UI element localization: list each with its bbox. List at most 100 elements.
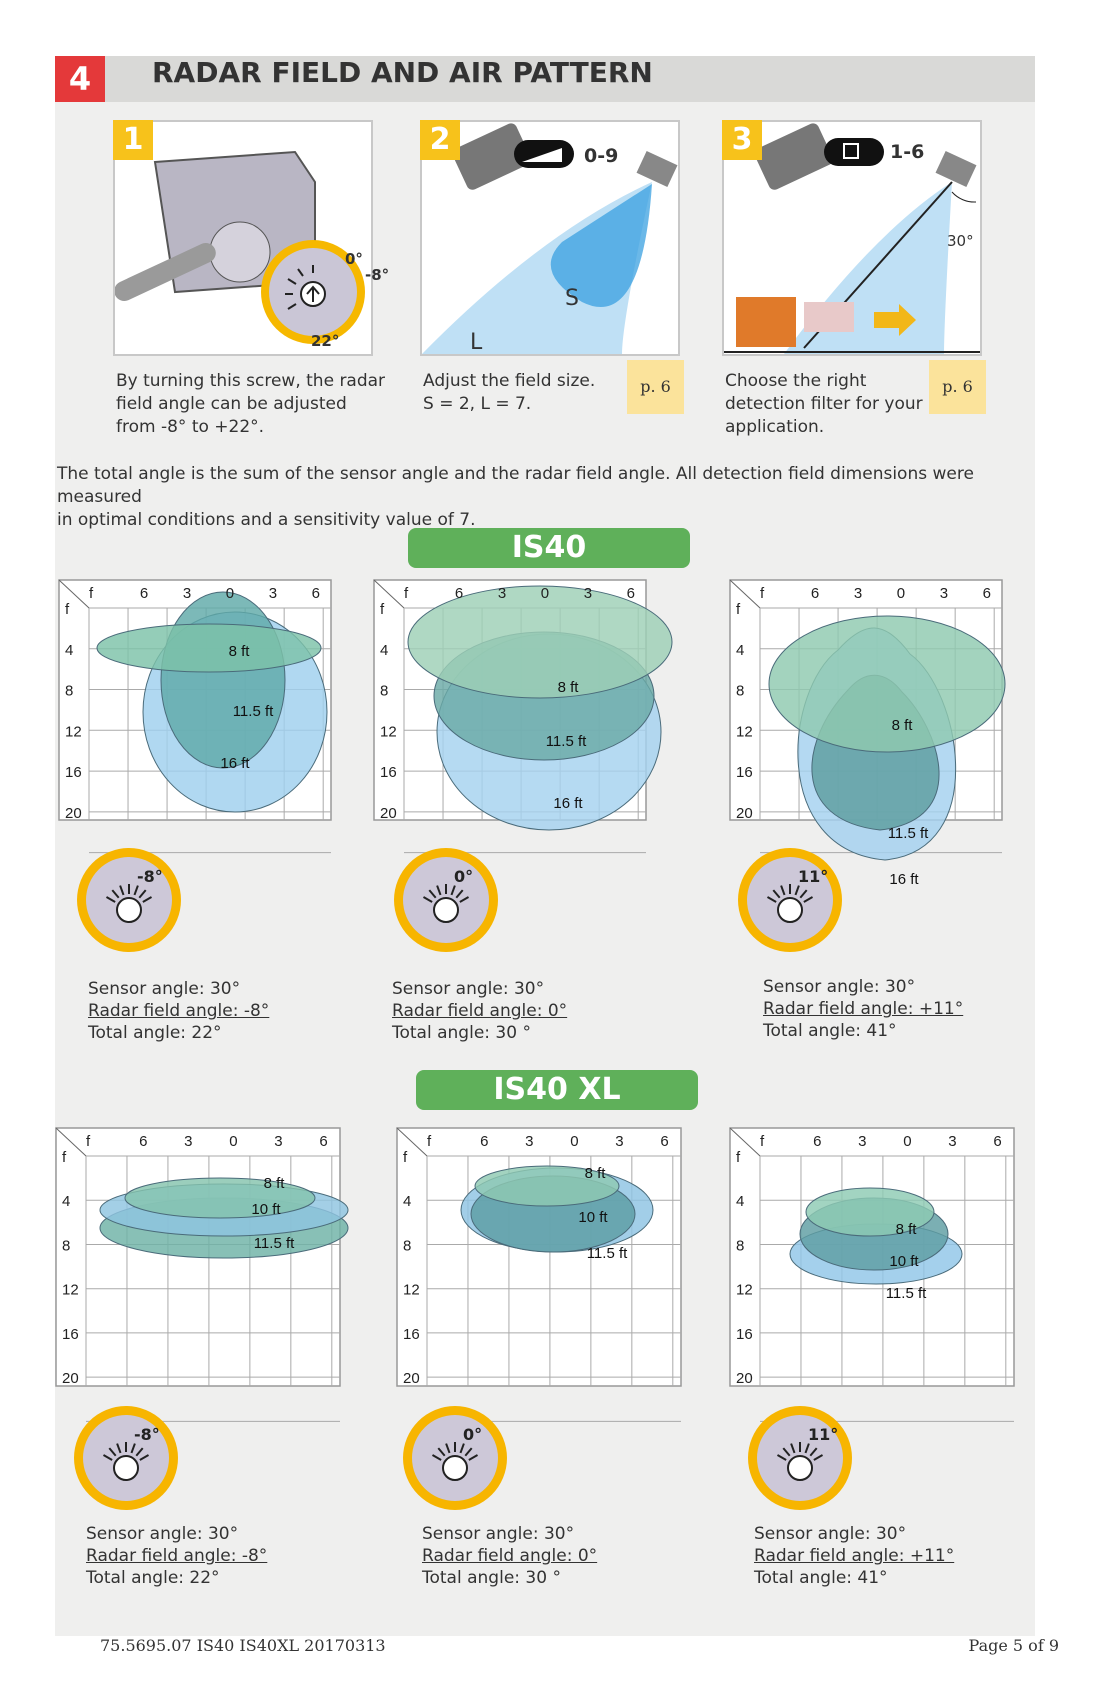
x-tick-label: 3 — [615, 1133, 623, 1150]
dial-ray — [803, 896, 814, 903]
dial-ray — [105, 896, 116, 903]
x-tick-label: f — [404, 585, 409, 602]
page-ref-step-3[interactable]: p. 6 — [929, 360, 986, 414]
detection-field-2 — [768, 615, 1006, 753]
field-chart-svg: f 6 3 0 3 6 f 4 8 12 16 20 8 ft 10 ft 11.5 ft 11° — [729, 1127, 1015, 1510]
field-size-label: 11.5 ft — [233, 703, 274, 720]
x-tick-label: 6 — [480, 1133, 488, 1150]
intro-line: The total angle is the sum of the sensor… — [57, 464, 974, 507]
field-chart-svg: f 6 3 0 3 6 f 4 8 12 16 20 8 ft 11.5 ft 16 ft 11° — [729, 579, 1006, 952]
y-tick-label: 8 — [736, 683, 744, 700]
dial-ray — [804, 1443, 810, 1454]
step-3-caption-line: application. — [725, 417, 825, 437]
dial-angle-label: 0° — [463, 1425, 482, 1444]
field-chart-svg: f 6 3 0 3 6 f 4 8 12 16 20 8 ft 10 ft 11.5 ft 0° — [396, 1127, 682, 1510]
dial-angle-label: 0° — [454, 867, 473, 886]
dial-arrow-icon — [116, 897, 142, 923]
x-tick-label: 0 — [903, 1133, 911, 1150]
y-tick-label: 16 — [736, 1326, 753, 1343]
axis-corner-line — [58, 579, 90, 609]
y-tick-label: 12 — [736, 723, 753, 740]
dial-ray — [108, 1447, 117, 1457]
x-tick-label: 0 — [570, 1133, 578, 1150]
info-is40-1: Sensor angle: 30° Radar field angle: -8°… — [88, 978, 269, 1044]
dial-ray — [111, 889, 120, 899]
total-angle-text: Total angle: 22° — [86, 1568, 220, 1588]
y-tick-label: 12 — [62, 1282, 79, 1299]
step-3-number: 3 — [722, 120, 762, 160]
field-size-label: 16 ft — [553, 795, 583, 812]
field-size-label: 8 ft — [558, 679, 580, 696]
x-tick-label: 6 — [627, 585, 635, 602]
footer-page-number: Page 5 of 9 — [968, 1636, 1059, 1655]
field-chart-svg: f 6 3 0 3 6 f 4 8 12 16 20 8 ft 11.5 ft 16 ft -8° — [58, 579, 332, 952]
sensor-angle-text: Sensor angle: 30° — [392, 979, 545, 999]
y-tick-label: f — [380, 601, 385, 618]
x-tick-label: 3 — [184, 1133, 192, 1150]
step-2-number: 2 — [420, 120, 460, 160]
x-tick-label: 3 — [948, 1133, 956, 1150]
y-tick-label: 16 — [65, 764, 82, 781]
field-chart-is40-plus11: f 6 3 0 3 6 f 4 8 12 16 20 8 ft 11.5 ft 16 ft 11° — [729, 579, 1062, 952]
step-2-caption-line: S = 2, L = 7. — [423, 394, 532, 414]
dial-arrow-icon — [442, 1455, 468, 1481]
x-tick-label: 6 — [312, 585, 320, 602]
y-tick-label: f — [736, 601, 741, 618]
dial-ray — [445, 1443, 451, 1454]
axis-corner-line — [396, 1127, 428, 1157]
x-tick-label: 6 — [983, 585, 991, 602]
dial-ray — [790, 1443, 796, 1454]
dial-ray — [116, 1443, 122, 1454]
info-is40-3: Sensor angle: 30° Radar field angle: +11… — [763, 976, 963, 1042]
step-3-caption-line: detection filter for your — [725, 394, 923, 414]
step-3-caption-line: Choose the right — [725, 371, 867, 391]
x-tick-label: 3 — [940, 585, 948, 602]
dial-angle-label: -8° — [137, 867, 163, 886]
axis-corner-line — [55, 1127, 87, 1157]
dial-angle-label: 11° — [798, 867, 828, 886]
dial-ray — [135, 1447, 144, 1457]
x-tick-label: f — [89, 585, 94, 602]
dial-label-right: -8° — [365, 266, 390, 284]
field-size-label: 8 ft — [896, 1221, 918, 1238]
field-chart-svg: f 6 3 0 3 6 f 4 8 12 16 20 8 ft 10 ft 11.5 ft -8° — [55, 1127, 349, 1510]
detection-field-2 — [407, 585, 673, 699]
step-1-panel: 1 0° -8° 22° — [113, 120, 389, 356]
radar-field-angle-text: Radar field angle: 0° — [392, 1001, 568, 1021]
step-3-panel: 3 1-6 30° — [722, 120, 982, 356]
detection-filter-illustration — [724, 123, 980, 354]
x-tick-label: 3 — [854, 585, 862, 602]
info-is40xl-1: Sensor angle: 30° Radar field angle: -8°… — [86, 1523, 267, 1589]
dial-ray — [813, 1454, 824, 1461]
info-is40xl-3: Sensor angle: 30° Radar field angle: +11… — [754, 1523, 954, 1589]
page-ref-step-2[interactable]: p. 6 — [627, 360, 684, 414]
field-size-label: 10 ft — [889, 1253, 919, 1270]
dial-ray — [782, 1447, 791, 1457]
field-size-label: 11.5 ft — [587, 1245, 628, 1262]
y-tick-label: f — [65, 601, 70, 618]
y-tick-label: 4 — [736, 642, 744, 659]
field-size-label: 10 ft — [251, 1201, 281, 1218]
remote-filter-label: 1-6 — [890, 141, 925, 163]
info-is40-2: Sensor angle: 30° Radar field angle: 0° … — [392, 978, 567, 1044]
angle-label: 30° — [947, 232, 974, 250]
x-tick-label: 6 — [455, 585, 463, 602]
step-1-number: 1 — [113, 120, 153, 160]
dial-ray — [809, 1447, 818, 1457]
dial-ray — [119, 885, 125, 896]
total-angle-text: Total angle: 30 ° — [392, 1023, 531, 1043]
dial-angle-label: 11° — [808, 1425, 838, 1444]
x-tick-label: 6 — [660, 1133, 668, 1150]
y-tick-label: 16 — [380, 764, 397, 781]
step-3-caption: Choose the right detection filter for yo… — [725, 370, 923, 439]
dial-ray — [799, 889, 808, 899]
y-tick-label: 8 — [736, 1237, 744, 1254]
dial-ray — [459, 1443, 465, 1454]
axis-corner-line — [729, 1127, 761, 1157]
step-1-caption-line: field angle can be adjusted — [116, 394, 347, 414]
field-chart-svg: f 6 3 0 3 6 f 4 8 12 16 20 8 ft 11.5 ft 16 ft 0° — [373, 579, 673, 952]
x-tick-label: 3 — [498, 585, 506, 602]
dial-ray — [464, 1447, 473, 1457]
dial-ray — [436, 885, 442, 896]
x-tick-label: 0 — [226, 585, 234, 602]
